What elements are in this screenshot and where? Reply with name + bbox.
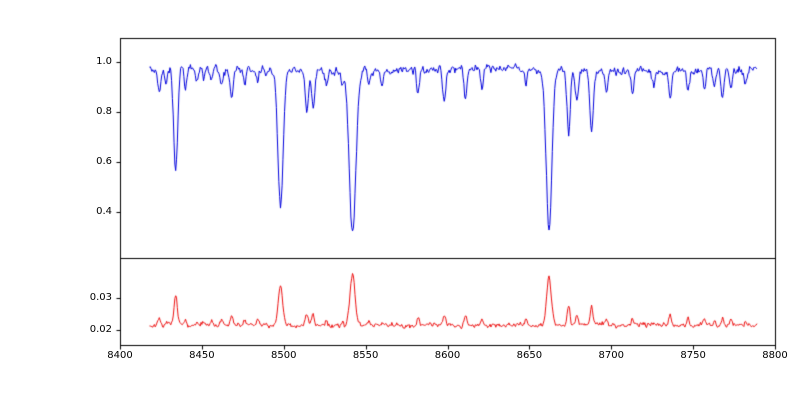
plot-canvas [0,0,800,400]
spectrum-figure: 20050727_1847m41_032 Spectrum Error Wave… [0,0,800,400]
